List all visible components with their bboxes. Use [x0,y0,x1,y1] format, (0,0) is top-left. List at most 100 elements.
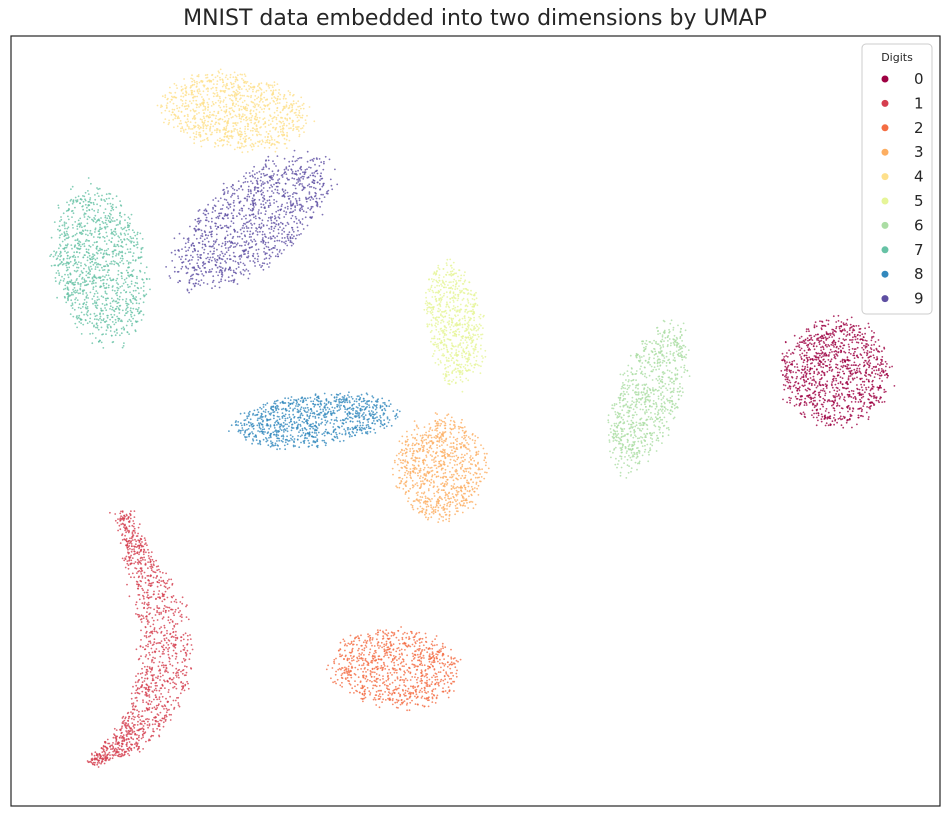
data-point [855,341,858,344]
data-point [798,386,801,389]
data-point [139,672,142,675]
data-point [222,101,225,103]
data-point [129,748,132,750]
data-point [335,670,337,673]
data-point [814,321,817,324]
data-point [398,458,400,460]
data-point [134,545,137,548]
data-point [418,449,421,452]
data-point [269,130,271,133]
data-point [136,709,139,712]
data-point [412,471,415,474]
data-point [177,607,180,610]
data-point [480,476,483,478]
data-point [163,717,166,720]
data-point [128,573,131,575]
data-point [266,141,269,144]
data-point [456,507,459,509]
data-point [451,493,454,495]
data-point [175,674,177,677]
data-point [448,690,451,693]
data-point [219,76,221,79]
data-point [245,103,248,106]
data-point [432,688,435,691]
data-point [432,480,435,483]
data-point [136,745,138,748]
data-point [125,531,127,534]
data-point [461,474,464,477]
data-point [377,641,380,644]
data-point [245,116,248,118]
data-point [147,555,150,557]
data-point [824,394,826,397]
data-point [169,677,172,680]
data-point [274,150,277,153]
data-point [834,399,837,401]
data-point [455,489,458,492]
data-point [140,639,142,641]
data-point [883,346,885,349]
data-point [869,407,871,410]
data-point [867,356,870,359]
data-point [431,455,433,458]
data-point [444,440,447,442]
data-point [184,102,187,105]
data-point [166,587,169,590]
data-point [396,677,399,680]
data-point [271,138,273,141]
data-point [838,397,841,400]
data-point [281,130,284,133]
data-point [806,369,809,371]
data-point [127,723,130,725]
data-point [817,356,820,359]
data-point [824,344,827,347]
data-point [397,692,400,695]
data-point [833,340,836,342]
data-point [450,416,453,419]
data-point [297,130,300,132]
data-point [791,376,794,379]
data-point [435,656,438,658]
data-point [470,500,472,503]
data-point [438,513,441,516]
data-point [384,699,387,701]
data-point [245,144,247,147]
data-point [421,446,424,448]
data-point [390,643,392,646]
data-point [437,671,440,673]
data-point [435,434,437,437]
data-point [126,560,129,562]
data-point [337,668,340,671]
data-point [397,647,400,649]
data-point [798,369,801,372]
data-point [390,651,392,654]
data-point [121,533,124,535]
data-point [176,697,178,699]
data-point [134,681,137,684]
data-point [157,675,160,678]
data-point [387,648,390,651]
data-point [803,381,806,384]
data-point [417,659,419,662]
data-point [360,697,363,700]
data-point [849,372,852,375]
data-point [239,127,242,130]
data-point [126,735,128,737]
data-point [134,561,137,563]
data-point [157,593,160,595]
data-point [214,123,217,126]
data-point [216,75,219,77]
data-point [136,558,139,561]
data-point [156,713,159,715]
data-point [357,635,359,638]
data-point [464,505,466,507]
data-point [835,393,837,395]
data-point [159,584,162,587]
data-point [139,719,142,721]
data-point [878,351,881,353]
data-point [400,480,403,483]
data-point [382,675,384,677]
data-point [793,366,796,368]
data-point [138,747,140,750]
data-point [867,344,870,347]
